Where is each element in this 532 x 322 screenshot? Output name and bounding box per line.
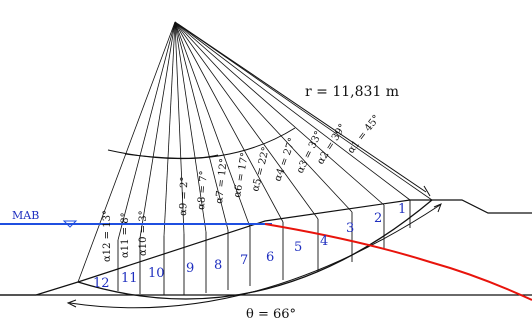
slice-number: 4 [320,234,328,249]
ground-surface-line [0,199,532,296]
radius-line [174,21,185,235]
radius-label: r = 11,831 m [305,84,399,100]
theta-arrow-right [433,203,442,213]
slice-number: 7 [240,253,248,268]
radius-line [117,21,176,241]
slice-number: 10 [148,266,165,281]
radius-fan [77,21,433,283]
radius-line [174,21,433,201]
radius-dimension-tick [423,185,431,197]
water-marker [62,220,78,228]
theta-arrow-left [66,299,77,308]
radius-line [174,21,411,201]
alpha-label: α10 = 3° [138,210,149,256]
theta-arc [69,204,441,309]
angle-arc-inner [124,153,219,159]
alpha-label: α4 = 27° [272,136,298,183]
radius-line [174,21,229,231]
radius-line [174,21,385,206]
slice-number: 1 [398,202,406,217]
slip-surface-arc [77,199,433,300]
alpha-label: α7 = 12° [214,158,230,204]
radius-line [139,21,176,239]
slice-number: 8 [214,258,222,273]
radius-line [174,21,284,223]
slice-number: 3 [346,221,354,236]
slice-number: 2 [374,211,382,226]
alpha-label: α5 = 22° [250,146,272,193]
radius-dimension-line [177,23,427,193]
theta-label: θ = 66° [246,307,296,322]
alpha-label: α8 = 7° [196,170,210,210]
radius-line [174,21,251,228]
radius-line [174,21,353,213]
slice-number: 6 [266,250,274,265]
radius-line [174,21,207,233]
radius-line [163,21,176,237]
phreatic-line [264,223,532,301]
radius-line [174,21,319,220]
radius-line [77,21,176,283]
alpha-label: α11 = 8° [120,212,131,258]
alpha-label: α6 = 17° [232,152,251,199]
slice-number: 12 [93,276,110,291]
alpha-label: α12 = 13° [102,210,113,262]
slice-number: 9 [186,261,194,276]
water-label: MAB [12,209,39,222]
alpha-angle-labels: α1 = 45°α2 = 39°α3 = 33°α4 = 27°α5 = 22°… [102,113,382,262]
slice-number: 11 [121,271,138,286]
slice-number: 5 [294,240,302,255]
alpha-label: α9 = 2° [178,177,190,217]
